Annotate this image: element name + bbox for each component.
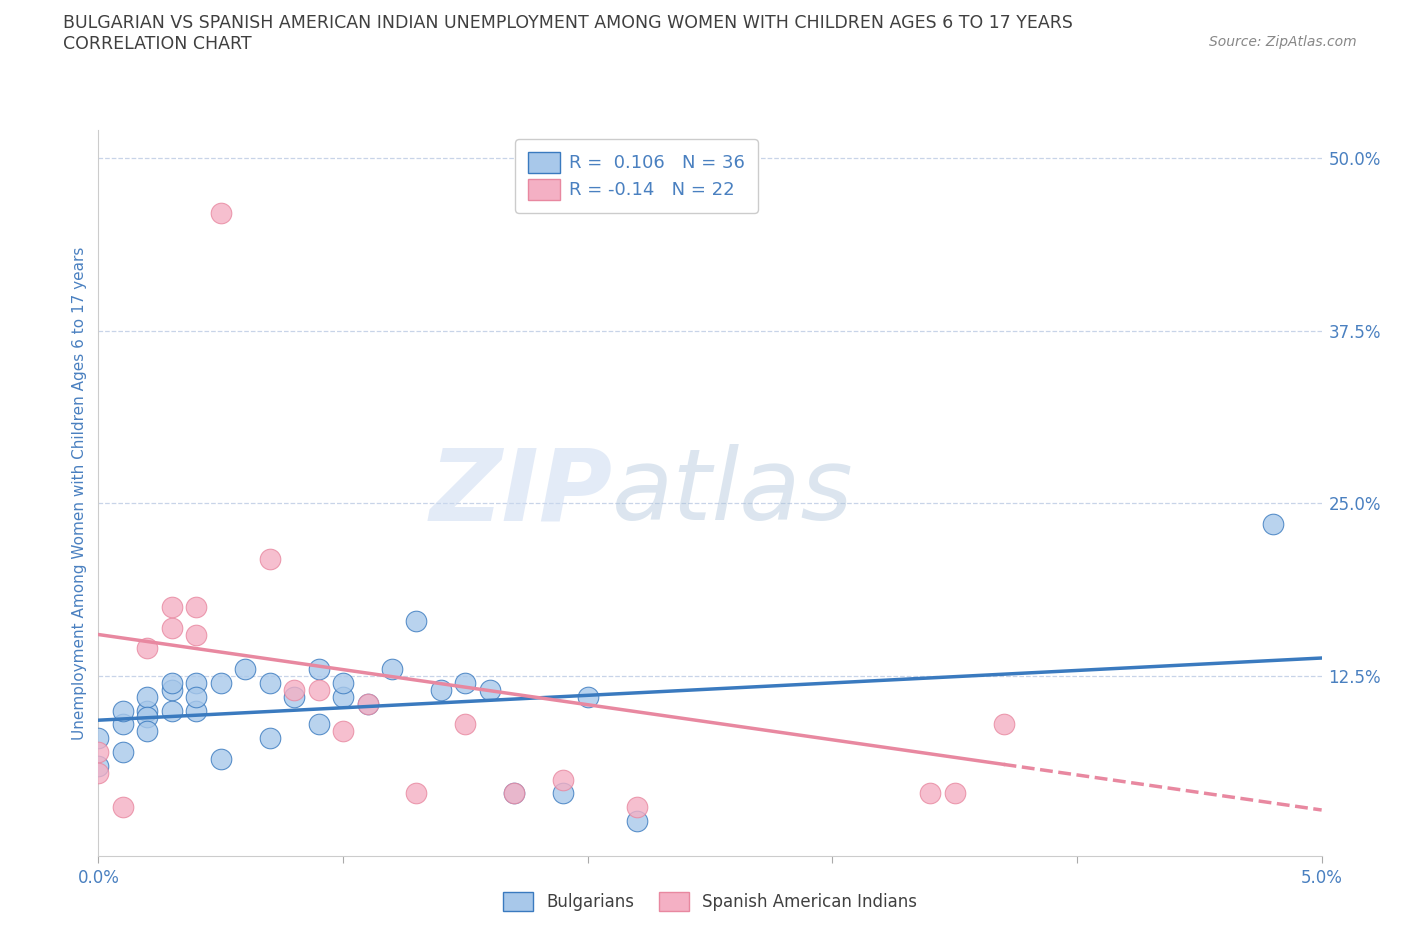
Point — [136, 724, 159, 738]
Text: atlas: atlas — [612, 445, 853, 541]
Point — [1261, 516, 1284, 531]
Point — [381, 661, 404, 676]
Point — [356, 697, 378, 711]
Point — [87, 758, 110, 773]
Point — [136, 689, 159, 704]
Point — [356, 697, 378, 711]
Point — [283, 689, 305, 704]
Text: BULGARIAN VS SPANISH AMERICAN INDIAN UNEMPLOYMENT AMONG WOMEN WITH CHILDREN AGES: BULGARIAN VS SPANISH AMERICAN INDIAN UNE… — [63, 14, 1073, 32]
Point — [576, 689, 599, 704]
Point — [283, 683, 305, 698]
Point — [160, 703, 183, 718]
Point — [186, 703, 208, 718]
Point — [136, 710, 159, 724]
Point — [186, 627, 208, 642]
Point — [626, 800, 648, 815]
Point — [160, 683, 183, 698]
Point — [553, 772, 575, 787]
Point — [136, 641, 159, 656]
Point — [87, 745, 110, 760]
Point — [332, 724, 354, 738]
Point — [626, 814, 648, 829]
Point — [308, 683, 330, 698]
Point — [259, 675, 281, 690]
Point — [111, 703, 134, 718]
Point — [308, 717, 330, 732]
Point — [160, 675, 183, 690]
Point — [332, 689, 354, 704]
Point — [553, 786, 575, 801]
Point — [503, 786, 526, 801]
Point — [111, 745, 134, 760]
Point — [430, 683, 453, 698]
Point — [186, 600, 208, 615]
Point — [111, 800, 134, 815]
Point — [259, 551, 281, 566]
Point — [209, 751, 232, 766]
Text: ZIP: ZIP — [429, 445, 612, 541]
Point — [478, 683, 501, 698]
Point — [332, 675, 354, 690]
Point — [920, 786, 942, 801]
Point — [233, 661, 256, 676]
Point — [160, 620, 183, 635]
Point — [259, 731, 281, 746]
Point — [405, 613, 427, 628]
Point — [405, 786, 427, 801]
Point — [993, 717, 1015, 732]
Point — [87, 731, 110, 746]
Point — [503, 786, 526, 801]
Point — [186, 675, 208, 690]
Point — [136, 703, 159, 718]
Text: CORRELATION CHART: CORRELATION CHART — [63, 35, 252, 53]
Point — [160, 600, 183, 615]
Point — [111, 717, 134, 732]
Point — [454, 717, 477, 732]
Point — [943, 786, 966, 801]
Text: Source: ZipAtlas.com: Source: ZipAtlas.com — [1209, 35, 1357, 49]
Point — [209, 206, 232, 220]
Point — [308, 661, 330, 676]
Legend: Bulgarians, Spanish American Indians: Bulgarians, Spanish American Indians — [495, 884, 925, 920]
Point — [454, 675, 477, 690]
Point — [209, 675, 232, 690]
Y-axis label: Unemployment Among Women with Children Ages 6 to 17 years: Unemployment Among Women with Children A… — [72, 246, 87, 739]
Point — [186, 689, 208, 704]
Point — [87, 765, 110, 780]
